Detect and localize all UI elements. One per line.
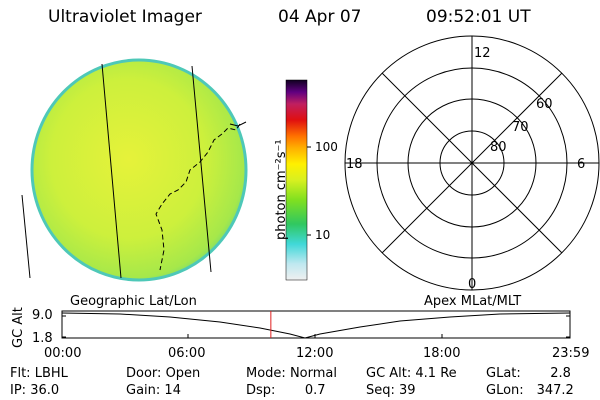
mlat-label-60: 60 bbox=[536, 97, 553, 112]
info-seq-value: 39 bbox=[399, 383, 416, 398]
mlat-label-80: 80 bbox=[490, 140, 507, 155]
outer-line bbox=[21, 194, 31, 279]
timeline-ytick-top: 9.0 bbox=[32, 308, 53, 323]
mlat-label-70: 70 bbox=[512, 120, 529, 135]
colorbar-scale bbox=[285, 79, 308, 281]
info-ip-value: 36.0 bbox=[30, 383, 60, 398]
colorbar-label: photon cm⁻²s⁻¹ bbox=[274, 139, 289, 240]
timeline-xtick-1800: 18:00 bbox=[423, 346, 461, 361]
timeline-xtick-0600: 06:00 bbox=[168, 346, 206, 361]
timeline-ytick-bottom: 1.8 bbox=[32, 331, 53, 346]
info-gcalt-value: 4.1 Re bbox=[415, 366, 457, 381]
mlt-label-0: 0 bbox=[468, 277, 477, 292]
info-dsp-label: Dsp: bbox=[246, 383, 276, 398]
colorbar-tick-10: 10 bbox=[315, 228, 331, 242]
info-dsp: Dsp: 0.7 bbox=[246, 383, 326, 398]
app-title: Ultraviolet Imager bbox=[48, 7, 202, 27]
info-gcalt-label: GC Alt: bbox=[366, 366, 412, 381]
info-flt-label: Flt: bbox=[10, 366, 31, 381]
info-gain: Gain: 14 bbox=[126, 383, 181, 398]
longitude-line-left bbox=[101, 63, 122, 279]
altitude-curve bbox=[61, 312, 571, 339]
info-glon-value: 347.2 bbox=[536, 383, 574, 398]
info-door: Door: Open bbox=[126, 366, 200, 381]
timeline-xtick-2359: 23:59 bbox=[552, 346, 590, 361]
uv-disk bbox=[30, 58, 248, 282]
timeline-plot bbox=[61, 310, 571, 339]
info-mode-label: Mode: bbox=[246, 366, 286, 381]
info-gcalt: GC Alt: 4.1 Re bbox=[366, 366, 457, 381]
info-gain-label: Gain: bbox=[126, 383, 161, 398]
info-ip: IP: 36.0 bbox=[10, 383, 59, 398]
mlt-label-18: 18 bbox=[346, 157, 363, 172]
uv-image bbox=[21, 58, 248, 282]
info-glon-label: GLon: bbox=[486, 383, 524, 398]
colorbar-tick-100: 100 bbox=[315, 140, 338, 154]
info-flt: Flt: LBHL bbox=[10, 366, 68, 381]
timeline-left-label: Geographic Lat/Lon bbox=[70, 294, 197, 309]
info-door-value: Open bbox=[165, 366, 201, 381]
info-seq: Seq: 39 bbox=[366, 383, 416, 398]
info-door-label: Door: bbox=[126, 366, 162, 381]
info-ip-label: IP: bbox=[10, 383, 27, 398]
colorbar bbox=[285, 79, 311, 281]
info-dsp-value: 0.7 bbox=[304, 383, 326, 398]
info-seq-label: Seq: bbox=[366, 383, 395, 398]
coastline bbox=[155, 123, 241, 271]
info-glon: GLon: 347.2 bbox=[486, 383, 574, 398]
timeline-xtick-1200: 12:00 bbox=[296, 346, 334, 361]
coastline-edge bbox=[229, 121, 247, 127]
timeline-ylabel: GC Alt bbox=[11, 307, 26, 348]
info-glat-label: GLat: bbox=[486, 366, 521, 381]
info-glat: GLat: 2.8 bbox=[486, 366, 571, 381]
timeline-frame bbox=[61, 310, 571, 339]
info-mode: Mode: Normal bbox=[246, 366, 337, 381]
timeline-right-label: Apex MLat/MLT bbox=[424, 294, 522, 309]
info-flt-value: LBHL bbox=[34, 366, 68, 381]
longitude-line-right bbox=[191, 65, 212, 273]
info-mode-value: Normal bbox=[289, 366, 337, 381]
time-label: 09:52:01 UT bbox=[426, 7, 531, 27]
mlt-label-12: 12 bbox=[474, 46, 491, 61]
polar-plot bbox=[344, 35, 600, 291]
mlt-label-6: 6 bbox=[577, 157, 586, 172]
date-label: 04 Apr 07 bbox=[278, 7, 362, 27]
timeline-xtick-0000: 00:00 bbox=[44, 346, 82, 361]
info-glat-value: 2.8 bbox=[550, 366, 571, 381]
info-gain-value: 14 bbox=[164, 383, 181, 398]
